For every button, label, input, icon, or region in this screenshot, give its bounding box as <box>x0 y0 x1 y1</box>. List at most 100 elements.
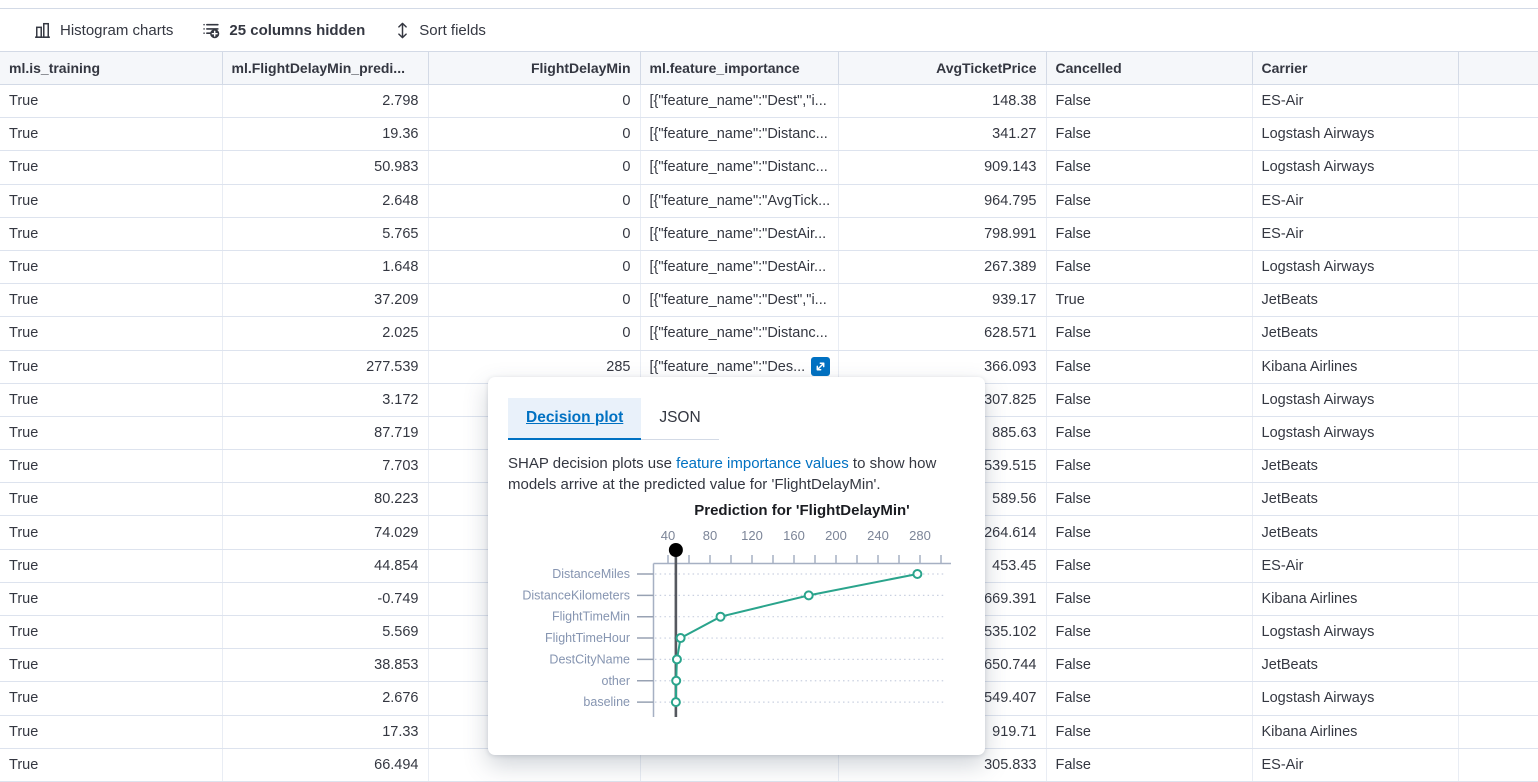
tab-decision-plot[interactable]: Decision plot <box>508 398 642 440</box>
cell[interactable] <box>1458 350 1538 384</box>
cell[interactable]: 267.389 <box>838 250 1047 285</box>
cell[interactable]: [{"feature_name":"Distanc... <box>640 150 839 185</box>
column-header-empty[interactable] <box>1458 51 1538 85</box>
cell[interactable] <box>1458 681 1538 716</box>
cell[interactable]: [{"feature_name":"Dest","i... <box>640 84 839 119</box>
cell[interactable]: 37.209 <box>222 283 429 318</box>
cell[interactable] <box>1458 283 1538 318</box>
cell[interactable]: 341.27 <box>838 117 1047 152</box>
cell[interactable]: False <box>1046 350 1253 384</box>
cell[interactable]: True <box>0 615 223 650</box>
cell[interactable] <box>1458 549 1538 583</box>
cell[interactable]: 2.676 <box>222 681 429 716</box>
column-header-ml.feature_importance[interactable]: ml.feature_importance <box>640 51 839 85</box>
cell[interactable] <box>1458 383 1538 417</box>
cell[interactable]: True <box>0 549 223 583</box>
cell[interactable]: 939.17 <box>838 283 1047 318</box>
cell[interactable]: JetBeats <box>1252 648 1459 683</box>
cell[interactable] <box>1458 582 1538 617</box>
cell[interactable]: 2.648 <box>222 184 429 218</box>
cell[interactable]: False <box>1046 150 1253 185</box>
cell[interactable]: 38.853 <box>222 648 429 683</box>
columns-hidden-button[interactable]: 25 columns hidden <box>203 22 365 39</box>
column-header-ml.FlightDelayMin_predi...[interactable]: ml.FlightDelayMin_predi... <box>222 51 429 85</box>
cell[interactable]: JetBeats <box>1252 449 1459 484</box>
cell[interactable]: 0 <box>428 250 641 285</box>
cell[interactable]: 5.765 <box>222 217 429 251</box>
cell[interactable]: 964.795 <box>838 184 1047 218</box>
cell[interactable]: 74.029 <box>222 515 429 550</box>
cell[interactable]: Logstash Airways <box>1252 383 1459 417</box>
cell[interactable]: True <box>0 84 223 119</box>
cell[interactable]: 87.719 <box>222 416 429 451</box>
cell[interactable]: 0 <box>428 184 641 218</box>
cell[interactable]: ES-Air <box>1252 184 1459 218</box>
cell[interactable]: False <box>1046 482 1253 517</box>
cell[interactable] <box>1458 648 1538 683</box>
cell[interactable]: False <box>1046 648 1253 683</box>
cell[interactable]: -0.749 <box>222 582 429 617</box>
cell[interactable]: True <box>0 715 223 749</box>
cell[interactable] <box>1458 250 1538 285</box>
cell[interactable]: JetBeats <box>1252 515 1459 550</box>
cell[interactable]: True <box>0 416 223 451</box>
cell[interactable]: 44.854 <box>222 549 429 583</box>
cell[interactable]: True <box>0 316 223 351</box>
column-header-FlightDelayMin[interactable]: FlightDelayMin <box>428 51 641 85</box>
cell[interactable]: True <box>0 184 223 218</box>
cell[interactable]: JetBeats <box>1252 482 1459 517</box>
column-header-Cancelled[interactable]: Cancelled <box>1046 51 1253 85</box>
cell[interactable]: 909.143 <box>838 150 1047 185</box>
cell[interactable]: Logstash Airways <box>1252 681 1459 716</box>
cell[interactable]: True <box>0 515 223 550</box>
cell[interactable]: False <box>1046 582 1253 617</box>
cell[interactable] <box>1458 748 1538 782</box>
cell[interactable] <box>1458 515 1538 550</box>
cell[interactable]: [{"feature_name":"Distanc... <box>640 117 839 152</box>
cell[interactable] <box>1458 715 1538 749</box>
cell[interactable]: [{"feature_name":"DestAir... <box>640 217 839 251</box>
cell[interactable]: False <box>1046 117 1253 152</box>
cell[interactable] <box>1458 482 1538 517</box>
cell[interactable]: [{"feature_name":"DestAir... <box>640 250 839 285</box>
cell[interactable]: False <box>1046 715 1253 749</box>
cell[interactable]: 0 <box>428 84 641 119</box>
cell[interactable]: ES-Air <box>1252 549 1459 583</box>
cell[interactable] <box>1458 449 1538 484</box>
cell[interactable] <box>1458 184 1538 218</box>
cell[interactable]: 628.571 <box>838 316 1047 351</box>
cell[interactable] <box>1458 84 1538 119</box>
cell[interactable]: True <box>0 250 223 285</box>
cell[interactable]: ES-Air <box>1252 84 1459 119</box>
cell[interactable]: True <box>0 449 223 484</box>
cell[interactable]: True <box>0 681 223 716</box>
cell[interactable]: Kibana Airlines <box>1252 715 1459 749</box>
cell[interactable]: False <box>1046 681 1253 716</box>
cell[interactable] <box>1458 117 1538 152</box>
cell[interactable] <box>1458 416 1538 451</box>
cell[interactable]: True <box>0 217 223 251</box>
column-header-AvgTicketPrice[interactable]: AvgTicketPrice <box>838 51 1047 85</box>
cell[interactable]: 5.569 <box>222 615 429 650</box>
cell[interactable]: 3.172 <box>222 383 429 417</box>
cell[interactable]: 17.33 <box>222 715 429 749</box>
cell[interactable]: Logstash Airways <box>1252 250 1459 285</box>
cell[interactable]: True <box>0 482 223 517</box>
cell[interactable]: False <box>1046 515 1253 550</box>
cell[interactable]: Logstash Airways <box>1252 416 1459 451</box>
cell[interactable]: False <box>1046 549 1253 583</box>
cell[interactable]: 0 <box>428 150 641 185</box>
cell[interactable]: False <box>1046 615 1253 650</box>
cell[interactable]: True <box>1046 283 1253 318</box>
cell[interactable]: 2.025 <box>222 316 429 351</box>
cell[interactable] <box>1458 316 1538 351</box>
cell[interactable]: 148.38 <box>838 84 1047 119</box>
tab-json[interactable]: JSON <box>641 398 719 440</box>
cell[interactable]: [{"feature_name":"AvgTick... <box>640 184 839 218</box>
cell[interactable]: 2.798 <box>222 84 429 119</box>
cell[interactable]: False <box>1046 217 1253 251</box>
cell[interactable]: Logstash Airways <box>1252 150 1459 185</box>
cell[interactable]: False <box>1046 449 1253 484</box>
cell[interactable]: False <box>1046 184 1253 218</box>
cell[interactable]: ES-Air <box>1252 217 1459 251</box>
